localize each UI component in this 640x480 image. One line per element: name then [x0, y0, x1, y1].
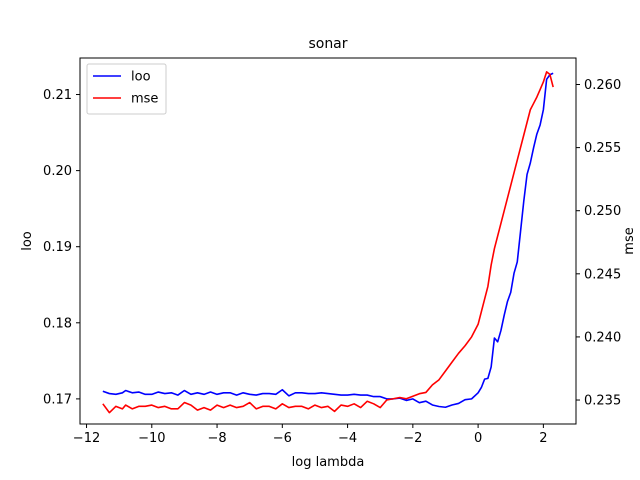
plot-frame [79, 57, 577, 425]
x-tick-label: −8 [207, 431, 226, 446]
y-tick-label: 0.18 [43, 316, 72, 331]
series-line-loo [102, 72, 554, 409]
x-tick-label: −6 [273, 431, 292, 446]
legend-box [86, 63, 167, 115]
x-tick-label: −2 [403, 431, 422, 446]
series-line-mse [102, 71, 554, 414]
x-axis: −12 −10 −8 −6 −4 −2 0 2 [73, 424, 548, 446]
y-tick-label: 0.21 [43, 88, 72, 103]
y2-tick-label: 0.255 [584, 141, 621, 156]
legend: loo mse [86, 63, 167, 115]
x-tick-label: 0 [474, 431, 482, 446]
x-axis-label: log lambda [292, 455, 365, 470]
y2-axis-label: mse [622, 227, 637, 254]
y-axis-right: 0.235 0.240 0.245 0.250 0.255 0.260 [576, 78, 621, 409]
x-tick-label: 2 [539, 431, 547, 446]
y2-tick-label: 0.235 [584, 394, 621, 409]
y-tick-label: 0.20 [43, 164, 72, 179]
x-tick-label: −10 [138, 431, 165, 446]
y2-tick-label: 0.260 [584, 78, 621, 93]
chart-title: sonar [308, 36, 347, 52]
x-tick-label: −4 [338, 431, 357, 446]
y2-tick-label: 0.250 [584, 204, 621, 219]
y2-tick-label: 0.240 [584, 330, 621, 345]
legend-label-loo: loo [131, 70, 151, 85]
y-axis-left: 0.17 0.18 0.19 0.20 0.21 [43, 88, 80, 407]
y-tick-label: 0.19 [43, 240, 72, 255]
x-tick-label: −12 [73, 431, 100, 446]
y-tick-label: 0.17 [43, 392, 72, 407]
y2-tick-label: 0.245 [584, 267, 621, 282]
legend-label-mse: mse [131, 92, 158, 107]
y-axis-label: loo [20, 231, 35, 251]
